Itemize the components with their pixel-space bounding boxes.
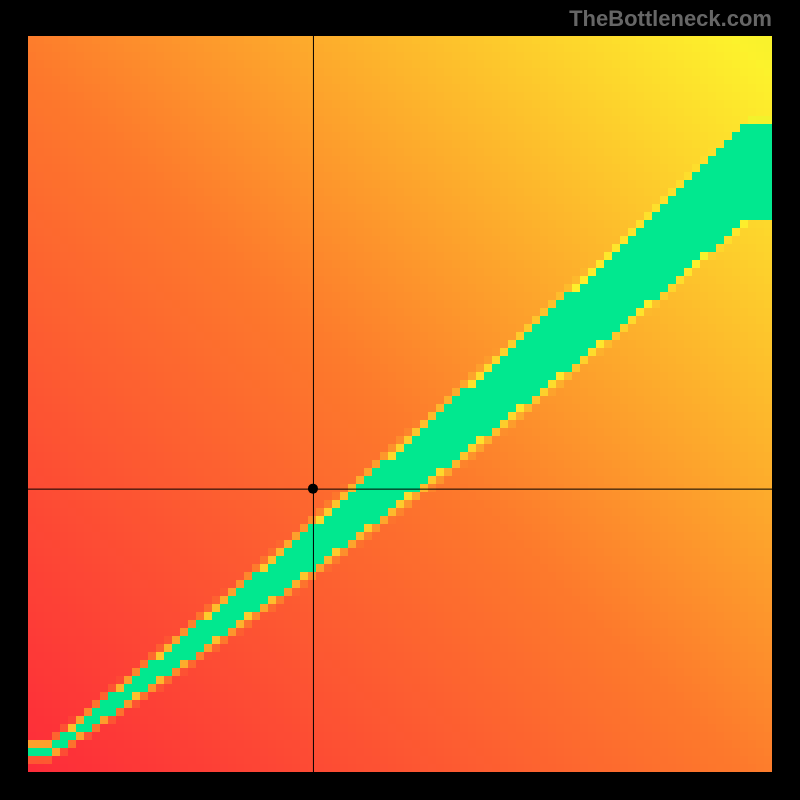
- attribution-label: TheBottleneck.com: [569, 6, 772, 32]
- heatmap-canvas: [28, 36, 772, 772]
- chart-container: TheBottleneck.com: [0, 0, 800, 800]
- heatmap-plot: [28, 36, 772, 772]
